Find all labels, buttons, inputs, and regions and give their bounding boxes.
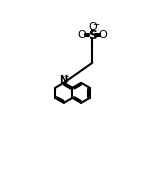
Text: S: S	[88, 29, 97, 42]
Text: O: O	[88, 22, 97, 32]
Text: −: −	[93, 20, 100, 29]
Text: O: O	[99, 30, 107, 40]
Text: N: N	[59, 75, 67, 85]
Text: O: O	[77, 30, 86, 40]
Text: +: +	[63, 75, 69, 81]
